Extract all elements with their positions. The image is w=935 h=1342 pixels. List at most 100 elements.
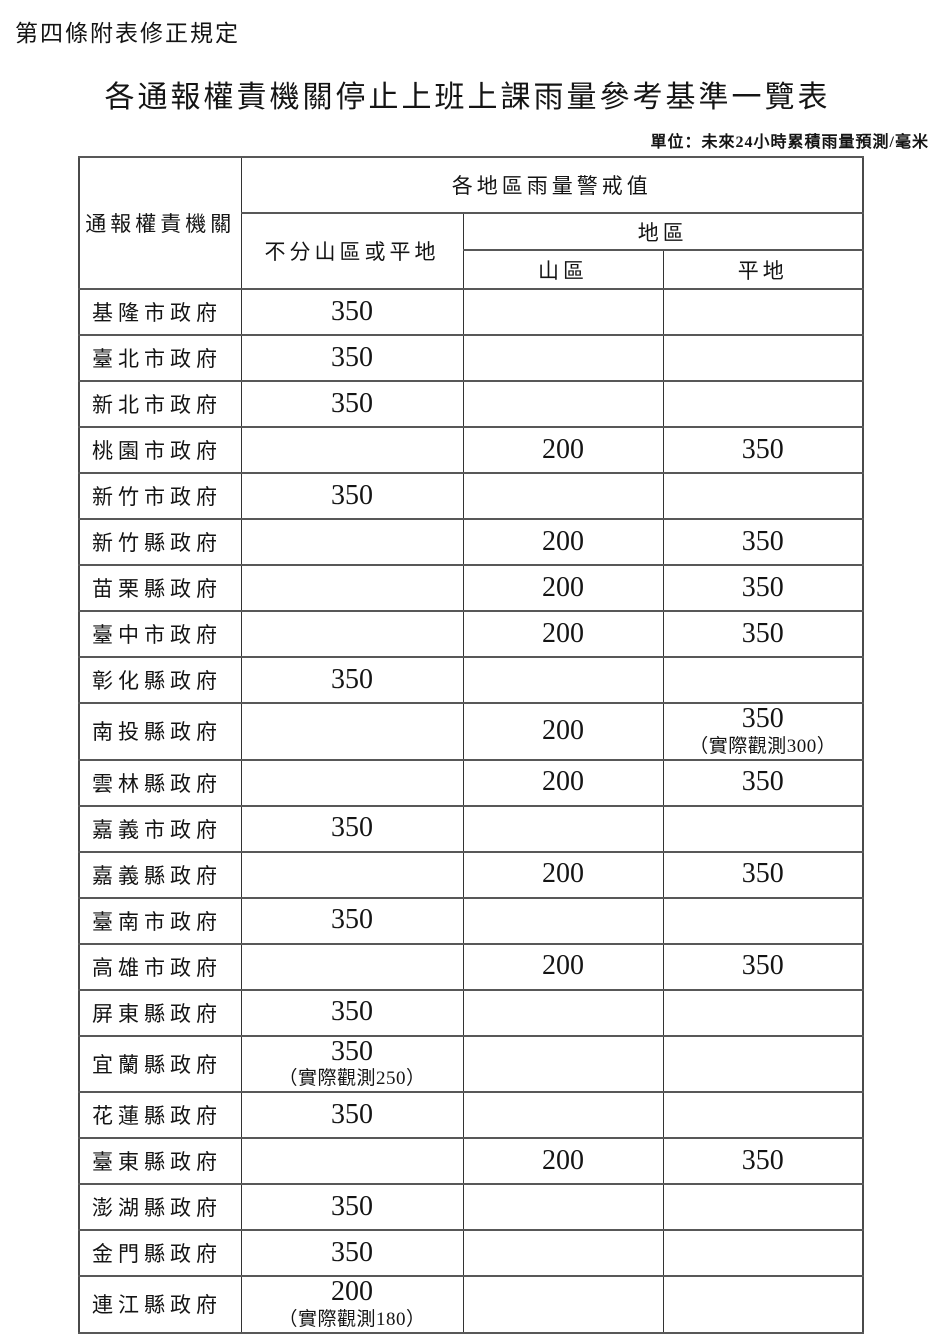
- plain-value-cell: [662, 1091, 864, 1140]
- plain-value: 350: [741, 950, 784, 982]
- plain-value-cell: 350: [662, 564, 864, 612]
- agency-name: 澎湖縣政府: [92, 1196, 222, 1221]
- mountain-value-cell: 200: [462, 518, 664, 566]
- agency-cell: 臺中市政府: [78, 610, 242, 658]
- mountain-value-cell: [462, 1275, 664, 1334]
- plain-value: 350: [741, 1144, 784, 1176]
- agency-cell: 新竹縣政府: [78, 518, 242, 566]
- plain-value-cell: [662, 804, 864, 853]
- agency-cell: 宜蘭縣政府: [78, 1034, 242, 1094]
- article-label: 第四條附表修正規定: [15, 21, 240, 46]
- all-areas-value: 350: [331, 1035, 373, 1067]
- mountain-value: 200: [542, 525, 584, 557]
- agency-cell: 臺北市政府: [78, 334, 242, 382]
- plain-value-cell: [662, 288, 864, 336]
- mountain-value: 200: [542, 858, 584, 890]
- all-areas-value-cell: [240, 1137, 464, 1186]
- plain-value-cell: 350: [662, 1137, 864, 1186]
- col-header-plain: 平地: [662, 249, 864, 290]
- all-areas-value: 350: [331, 812, 373, 844]
- plain-value: 350: [741, 571, 784, 603]
- agency-cell: 嘉義縣政府: [78, 850, 242, 899]
- all-areas-value: 350: [331, 479, 373, 511]
- all-areas-value-cell: 350: [240, 1183, 464, 1232]
- all-areas-value-cell: [240, 426, 464, 474]
- plain-value-cell: [662, 1229, 864, 1278]
- agency-name: 臺南市政府: [92, 909, 222, 934]
- agency-name: 花蓮縣政府: [92, 1104, 222, 1129]
- mountain-value-cell: 200: [462, 758, 664, 807]
- rainfall-threshold-table: 通報權責機關 各地區雨量警戒值 不分山區或平地 地區 山區 平地 基隆市政府 3…: [78, 156, 865, 1334]
- table-row: 苗栗縣政府 200 350: [78, 564, 864, 612]
- all-areas-value-cell: 350: [240, 472, 464, 520]
- all-areas-observation-note: （實際觀測180）: [278, 1308, 426, 1330]
- plain-value-cell: 350: [662, 942, 864, 991]
- plain-value: 350: [741, 617, 784, 649]
- plain-value-cell: 350: [662, 518, 864, 566]
- col-header-region: 地區: [462, 212, 864, 251]
- agency-cell: 基隆市政府: [78, 288, 242, 336]
- all-areas-value-cell: [240, 518, 464, 566]
- plain-value-cell: 350: [662, 850, 864, 899]
- col-header-mountain: 山區: [462, 249, 664, 290]
- agency-cell: 彰化縣政府: [78, 656, 242, 704]
- table-row: 嘉義市政府 350: [78, 804, 864, 853]
- agency-name: 嘉義市政府: [92, 817, 222, 842]
- agency-cell: 臺東縣政府: [78, 1137, 242, 1186]
- agency-cell: 苗栗縣政府: [78, 564, 242, 612]
- agency-name: 臺東縣政府: [92, 1150, 222, 1175]
- table-row: 新竹市政府 350: [78, 472, 864, 520]
- plain-value-cell: [662, 334, 864, 382]
- agency-name: 雲林縣政府: [92, 771, 222, 796]
- plain-value-cell: [662, 988, 864, 1037]
- all-areas-value: 350: [331, 387, 373, 419]
- table-row: 雲林縣政府 200 350: [78, 758, 864, 807]
- all-areas-value-cell: 350: [240, 380, 464, 428]
- mountain-value-cell: [462, 656, 664, 704]
- all-areas-value-cell: [240, 702, 464, 761]
- agency-name: 新竹縣政府: [92, 531, 222, 555]
- all-areas-value-cell: 350: [240, 988, 464, 1037]
- table-row: 嘉義縣政府 200 350: [78, 850, 864, 899]
- table-row: 金門縣政府 350: [78, 1229, 864, 1278]
- all-areas-value: 350: [331, 996, 373, 1028]
- plain-value-cell: 350 （實際觀測300）: [662, 702, 864, 761]
- plain-value: 350: [741, 766, 784, 798]
- all-areas-value: 350: [331, 663, 373, 695]
- table-row: 新北市政府 350: [78, 380, 864, 428]
- agency-cell: 屏東縣政府: [78, 988, 242, 1037]
- table-row: 宜蘭縣政府 350 （實際觀測250）: [78, 1034, 864, 1094]
- all-areas-value: 350: [331, 1190, 373, 1222]
- unit-note: 單位：未來24小時累積雨量預測/毫米: [650, 134, 929, 151]
- table-row: 桃園市政府 200 350: [78, 426, 864, 474]
- agency-name: 桃園市政府: [92, 439, 222, 463]
- plain-value-cell: [662, 472, 864, 520]
- mountain-value: 200: [542, 714, 584, 746]
- agency-name: 高雄市政府: [92, 955, 222, 980]
- table-row: 屏東縣政府 350: [78, 988, 864, 1037]
- agency-cell: 花蓮縣政府: [78, 1091, 242, 1140]
- table-row: 花蓮縣政府 350: [78, 1091, 864, 1140]
- all-areas-value-cell: 350: [240, 656, 464, 704]
- mountain-value-cell: [462, 472, 664, 520]
- agency-name: 連江縣政府: [92, 1293, 222, 1318]
- plain-value-cell: [662, 1183, 864, 1232]
- agency-cell: 新北市政府: [78, 380, 242, 428]
- mountain-value-cell: [462, 988, 664, 1037]
- all-areas-value-cell: 350: [240, 1091, 464, 1140]
- mountain-value: 200: [542, 571, 584, 603]
- mountain-value-cell: [462, 1091, 664, 1140]
- mountain-value: 200: [542, 950, 584, 982]
- agency-name: 苗栗縣政府: [92, 577, 222, 601]
- mountain-value-cell: [462, 1034, 664, 1094]
- all-areas-value: 350: [331, 1236, 373, 1268]
- all-areas-value-cell: [240, 850, 464, 899]
- all-areas-observation-note: （實際觀測250）: [278, 1068, 426, 1090]
- mountain-value-cell: 200: [462, 1137, 664, 1186]
- plain-value-cell: [662, 1034, 864, 1094]
- all-areas-value: 350: [331, 1098, 373, 1130]
- mountain-value-cell: [462, 1183, 664, 1232]
- all-areas-value-cell: 350: [240, 804, 464, 853]
- mountain-value: 200: [542, 1144, 584, 1176]
